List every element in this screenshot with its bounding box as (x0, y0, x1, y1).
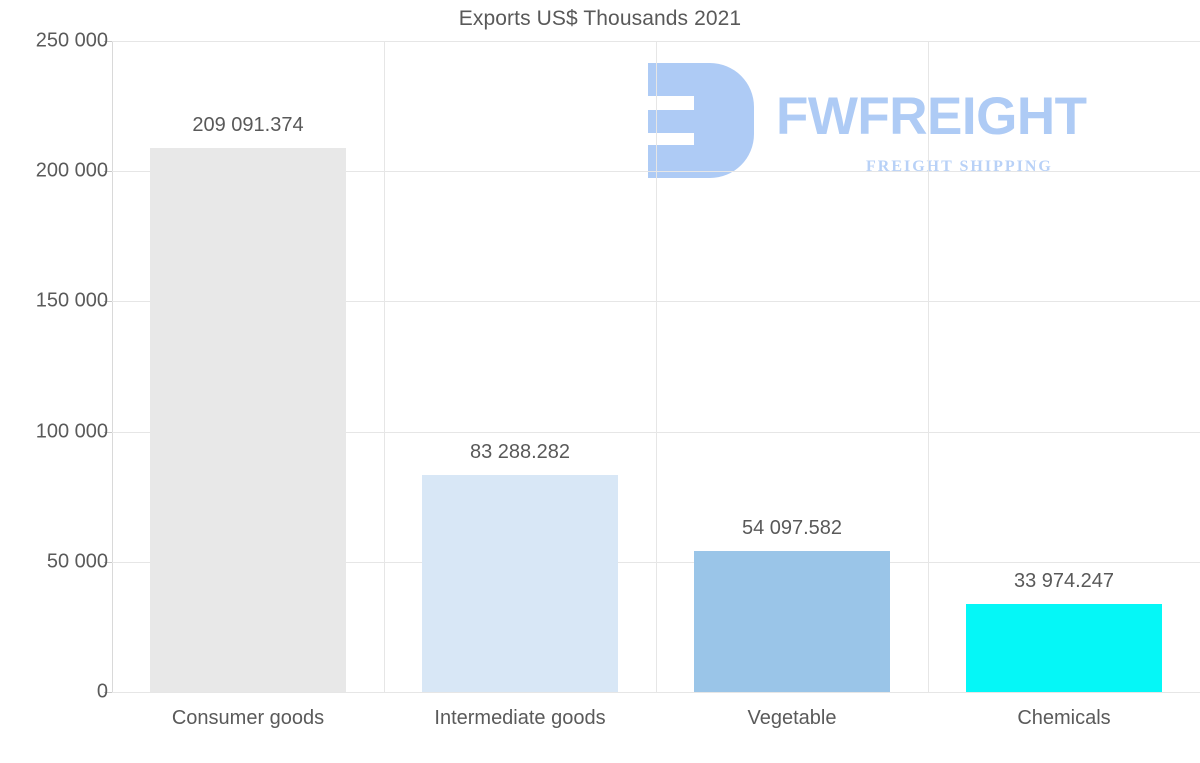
gridline-vertical (928, 41, 929, 692)
y-axis-tick (104, 171, 112, 173)
chart-title: Exports US$ Thousands 2021 (458, 7, 742, 30)
y-axis-tick (104, 431, 112, 433)
gridline-vertical (384, 41, 385, 692)
y-axis-tick (104, 301, 112, 303)
bar-value-label: 54 097.582 (741, 517, 843, 540)
x-axis-tick-label: Vegetable (747, 707, 837, 729)
x-axis-tick-label: Consumer goods (171, 707, 325, 729)
gridline-vertical (656, 41, 657, 692)
y-axis-tick-label: 50 000 (46, 550, 108, 573)
bar[interactable] (694, 551, 890, 692)
bar[interactable] (966, 603, 1162, 692)
y-axis-tick-label: 100 000 (35, 420, 108, 443)
bar[interactable] (422, 475, 618, 692)
y-axis-tick (104, 561, 112, 563)
x-axis-tick-label: Chemicals (1017, 707, 1111, 729)
bar[interactable] (150, 147, 346, 692)
y-axis-tick-label: 150 000 (35, 289, 108, 312)
bar-value-label: 209 091.374 (192, 113, 304, 136)
y-axis-tick-label: 200 000 (35, 159, 108, 182)
plot-area (112, 41, 1200, 693)
bar-value-label: 33 974.247 (1013, 569, 1115, 592)
y-axis-tick (104, 692, 112, 693)
x-axis-tick-label: Intermediate goods (434, 707, 606, 729)
y-axis-tick (104, 41, 112, 42)
gridline-horizontal (112, 692, 1200, 693)
bar-value-label: 83 288.282 (469, 441, 571, 464)
y-axis-tick-label: 250 000 (35, 29, 108, 52)
y-axis-line (112, 41, 113, 693)
y-axis-tick-label: 0 (96, 680, 108, 703)
